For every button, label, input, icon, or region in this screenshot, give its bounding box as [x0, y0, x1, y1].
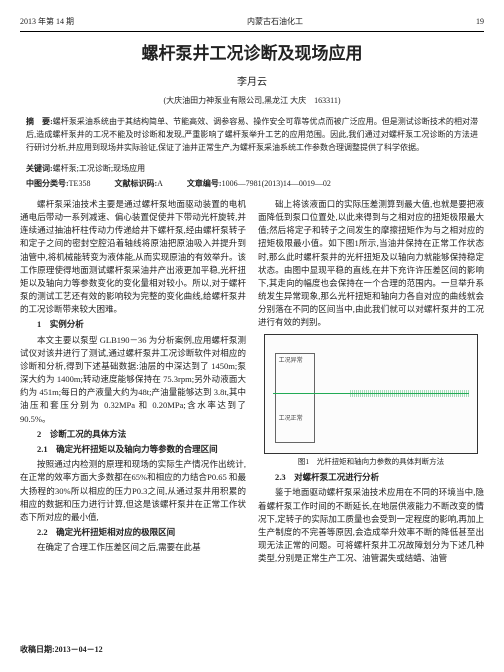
affiliation: (大庆油田力神泵业有限公司,黑龙江 大庆 163311)	[20, 95, 484, 107]
left-column: 螺杆泵采油技术主要是通过螺杆泵地面驱动装置的电机通电后带动一系列减速、偏心装置促…	[20, 198, 246, 568]
para: 按照通过内检测的原理和现场的实际生产情况作出统计,在正常的效率方面大多数都在65…	[20, 458, 246, 524]
right-column: 础上将该液面口的实际压差测算到最大值,也就是要把液面降低到泵口位置处,以此来得到…	[258, 198, 484, 568]
classification-line: 中图分类号:TE358 文献标识码:A 文章编号:1006—7981(2013)…	[26, 178, 478, 190]
clc-label: 中图分类号:	[26, 179, 69, 188]
subsection-22: 2.2 确定光杆扭矩相对应的极限区间	[20, 526, 246, 539]
keywords-line: 关键词:螺杆泵;工况诊断;现场应用	[26, 163, 478, 175]
page-header: 2013 年第 14 期 内蒙古石油化工 19	[20, 16, 484, 32]
keywords-text: 螺杆泵;工况诊断;现场应用	[53, 164, 145, 173]
subsection-21: 2.1 确定光杆扭矩以及轴向力等参数的合理区间	[20, 443, 246, 456]
keywords-label: 关键词:	[26, 164, 53, 173]
article-title: 螺杆泵井工况诊断及现场应用	[20, 42, 484, 67]
figure-caption: 图1 光杆扭矩和轴向力参数的具体判断方法	[264, 456, 479, 468]
figure-image: 工况异常 工况正常	[264, 334, 479, 454]
figure-1: 工况异常 工况正常 图1 光杆扭矩和轴向力参数的具体判断方法	[264, 334, 479, 468]
content-columns: 螺杆泵采油技术主要是通过螺杆泵地面驱动装置的电机通电后带动一系列减速、偏心装置促…	[20, 198, 484, 568]
header-center: 内蒙古石油化工	[247, 16, 303, 28]
header-left: 2013 年第 14 期	[20, 16, 74, 28]
para: 螺杆泵采油技术主要是通过螺杆泵地面驱动装置的电机通电后带动一系列减速、偏心装置促…	[20, 198, 246, 317]
para: 鉴于地面驱动螺杆泵采油技术应用在不同的环境当中,隐着螺杆泵工作时间的不断延长,在…	[258, 486, 484, 565]
para: 础上将该液面口的实际压差测算到最大值,也就是要把液面降低到泵口位置处,以此来得到…	[258, 198, 484, 330]
received-date: 收稿日期:2013－04－12	[20, 644, 103, 656]
para: 在确定了合理工作压差区间之后,需要在此基	[20, 541, 246, 554]
article-no: 1006—7981(2013)14—0019—02	[222, 179, 331, 188]
doc-code-label: 文献标识码:	[114, 179, 157, 188]
header-right: 19	[476, 16, 484, 28]
author-name: 李月云	[20, 76, 484, 91]
article-no-label: 文章编号:	[187, 179, 222, 188]
abstract-block: 摘 要:螺杆泵采油系统由于其结构简单、节能高效、调参容易、操作安全可靠等优点而被…	[26, 116, 478, 154]
fig-label: 工况正常	[279, 415, 303, 424]
abstract-label: 摘 要:	[26, 117, 53, 126]
clc: TE358	[69, 179, 91, 188]
abstract-text: 螺杆泵采油系统由于其结构简单、节能高效、调参容易、操作安全可靠等优点而被广泛应用…	[26, 117, 478, 152]
subsection-23: 2.3 对螺杆泵工况进行分析	[258, 471, 484, 484]
section-2: 2 诊断工况的具体方法	[20, 428, 246, 441]
section-1: 1 实例分析	[20, 318, 246, 331]
para: 本文主要以泵型 GLB190－36 为分析案例,应用螺杆泵测试仪对该井进行了测试…	[20, 334, 246, 426]
fig-label: 工况异常	[279, 357, 303, 366]
doc-code: A	[157, 179, 163, 188]
